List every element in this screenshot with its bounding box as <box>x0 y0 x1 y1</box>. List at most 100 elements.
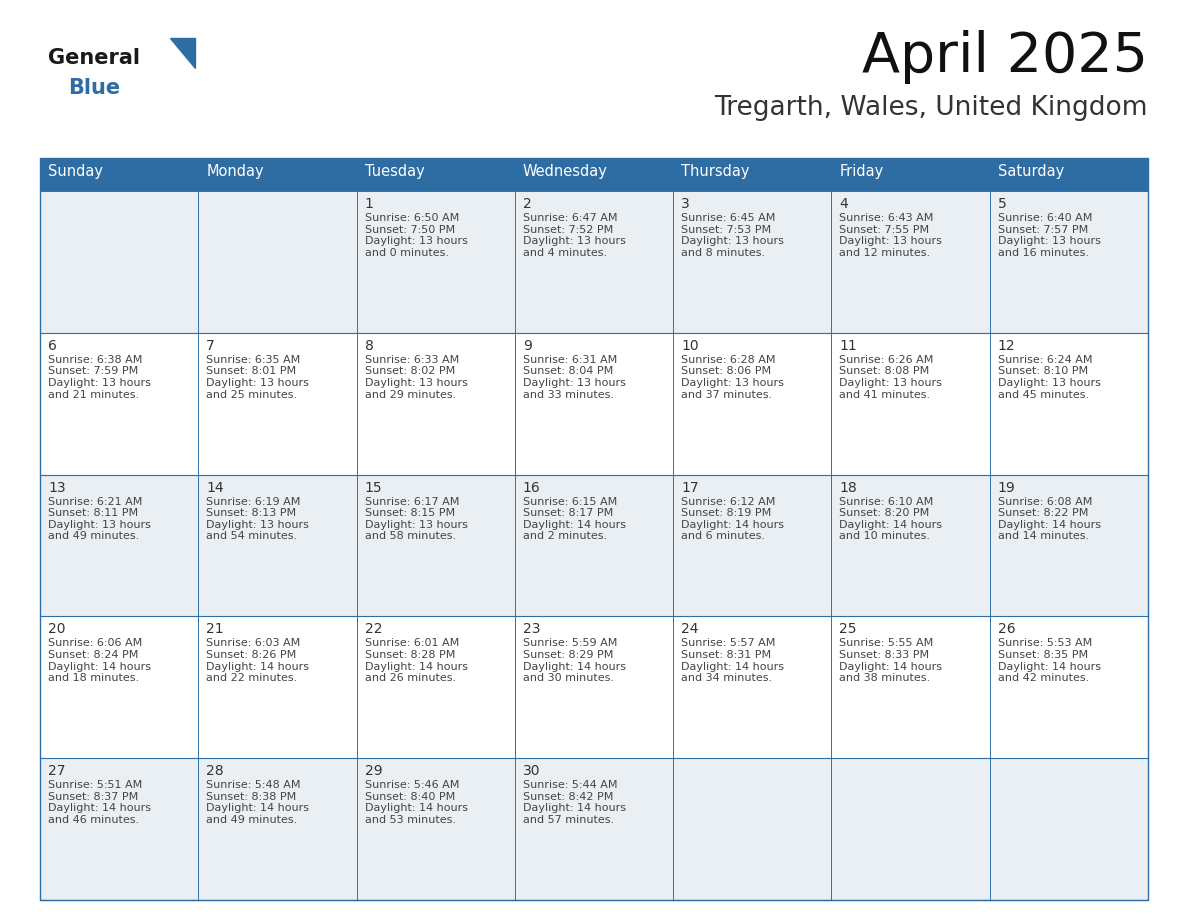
Bar <box>198 158 356 191</box>
Text: 14: 14 <box>207 481 223 495</box>
Text: April 2025: April 2025 <box>862 30 1148 84</box>
Bar <box>832 616 990 758</box>
Text: 4: 4 <box>840 197 848 211</box>
Text: 5: 5 <box>998 197 1006 211</box>
Bar <box>832 191 990 333</box>
Bar <box>356 191 514 333</box>
Text: Sunrise: 6:17 AM
Sunset: 8:15 PM
Daylight: 13 hours
and 58 minutes.: Sunrise: 6:17 AM Sunset: 8:15 PM Dayligh… <box>365 497 467 542</box>
Text: 11: 11 <box>840 339 858 353</box>
Bar <box>40 158 1148 900</box>
Bar <box>832 758 990 900</box>
Text: Sunrise: 6:26 AM
Sunset: 8:08 PM
Daylight: 13 hours
and 41 minutes.: Sunrise: 6:26 AM Sunset: 8:08 PM Dayligh… <box>840 354 942 399</box>
Text: 7: 7 <box>207 339 215 353</box>
Bar <box>198 758 356 900</box>
Text: Sunrise: 5:44 AM
Sunset: 8:42 PM
Daylight: 14 hours
and 57 minutes.: Sunrise: 5:44 AM Sunset: 8:42 PM Dayligh… <box>523 780 626 825</box>
Text: 12: 12 <box>998 339 1016 353</box>
Text: Sunrise: 5:55 AM
Sunset: 8:33 PM
Daylight: 14 hours
and 38 minutes.: Sunrise: 5:55 AM Sunset: 8:33 PM Dayligh… <box>840 638 942 683</box>
Text: 16: 16 <box>523 481 541 495</box>
Text: Sunrise: 5:59 AM
Sunset: 8:29 PM
Daylight: 14 hours
and 30 minutes.: Sunrise: 5:59 AM Sunset: 8:29 PM Dayligh… <box>523 638 626 683</box>
Text: Sunrise: 6:50 AM
Sunset: 7:50 PM
Daylight: 13 hours
and 0 minutes.: Sunrise: 6:50 AM Sunset: 7:50 PM Dayligh… <box>365 213 467 258</box>
Text: 21: 21 <box>207 622 223 636</box>
Text: Sunrise: 6:03 AM
Sunset: 8:26 PM
Daylight: 14 hours
and 22 minutes.: Sunrise: 6:03 AM Sunset: 8:26 PM Dayligh… <box>207 638 309 683</box>
Text: Sunrise: 6:01 AM
Sunset: 8:28 PM
Daylight: 14 hours
and 26 minutes.: Sunrise: 6:01 AM Sunset: 8:28 PM Dayligh… <box>365 638 468 683</box>
Bar <box>356 616 514 758</box>
Text: Sunrise: 6:43 AM
Sunset: 7:55 PM
Daylight: 13 hours
and 12 minutes.: Sunrise: 6:43 AM Sunset: 7:55 PM Dayligh… <box>840 213 942 258</box>
Text: Sunrise: 6:10 AM
Sunset: 8:20 PM
Daylight: 14 hours
and 10 minutes.: Sunrise: 6:10 AM Sunset: 8:20 PM Dayligh… <box>840 497 942 542</box>
Text: 22: 22 <box>365 622 383 636</box>
Bar <box>674 333 832 475</box>
Bar <box>990 333 1148 475</box>
Text: 8: 8 <box>365 339 373 353</box>
Text: Sunrise: 6:35 AM
Sunset: 8:01 PM
Daylight: 13 hours
and 25 minutes.: Sunrise: 6:35 AM Sunset: 8:01 PM Dayligh… <box>207 354 309 399</box>
Text: 2: 2 <box>523 197 531 211</box>
Bar <box>990 158 1148 191</box>
Text: Sunrise: 5:53 AM
Sunset: 8:35 PM
Daylight: 14 hours
and 42 minutes.: Sunrise: 5:53 AM Sunset: 8:35 PM Dayligh… <box>998 638 1101 683</box>
Text: Sunrise: 6:24 AM
Sunset: 8:10 PM
Daylight: 13 hours
and 45 minutes.: Sunrise: 6:24 AM Sunset: 8:10 PM Dayligh… <box>998 354 1100 399</box>
Text: 24: 24 <box>681 622 699 636</box>
Text: Sunrise: 5:51 AM
Sunset: 8:37 PM
Daylight: 14 hours
and 46 minutes.: Sunrise: 5:51 AM Sunset: 8:37 PM Dayligh… <box>48 780 151 825</box>
Bar <box>514 616 674 758</box>
Bar <box>198 616 356 758</box>
Text: 1: 1 <box>365 197 373 211</box>
Polygon shape <box>170 38 195 68</box>
Text: Saturday: Saturday <box>998 164 1064 179</box>
Bar <box>674 191 832 333</box>
Bar <box>198 475 356 616</box>
Text: 19: 19 <box>998 481 1016 495</box>
Bar <box>832 333 990 475</box>
Text: 10: 10 <box>681 339 699 353</box>
Text: Sunrise: 6:19 AM
Sunset: 8:13 PM
Daylight: 13 hours
and 54 minutes.: Sunrise: 6:19 AM Sunset: 8:13 PM Dayligh… <box>207 497 309 542</box>
Bar <box>40 333 198 475</box>
Text: 13: 13 <box>48 481 65 495</box>
Text: 18: 18 <box>840 481 858 495</box>
Text: Sunrise: 6:12 AM
Sunset: 8:19 PM
Daylight: 14 hours
and 6 minutes.: Sunrise: 6:12 AM Sunset: 8:19 PM Dayligh… <box>681 497 784 542</box>
Text: Friday: Friday <box>840 164 884 179</box>
Bar <box>990 475 1148 616</box>
Bar <box>674 758 832 900</box>
Text: Sunrise: 6:47 AM
Sunset: 7:52 PM
Daylight: 13 hours
and 4 minutes.: Sunrise: 6:47 AM Sunset: 7:52 PM Dayligh… <box>523 213 626 258</box>
Text: 23: 23 <box>523 622 541 636</box>
Bar <box>990 758 1148 900</box>
Bar <box>514 475 674 616</box>
Bar <box>40 158 198 191</box>
Text: General: General <box>48 48 140 68</box>
Bar <box>198 191 356 333</box>
Text: 30: 30 <box>523 764 541 778</box>
Text: Tregarth, Wales, United Kingdom: Tregarth, Wales, United Kingdom <box>714 95 1148 121</box>
Text: Sunrise: 6:28 AM
Sunset: 8:06 PM
Daylight: 13 hours
and 37 minutes.: Sunrise: 6:28 AM Sunset: 8:06 PM Dayligh… <box>681 354 784 399</box>
Text: 27: 27 <box>48 764 65 778</box>
Bar <box>356 333 514 475</box>
Text: Sunrise: 5:48 AM
Sunset: 8:38 PM
Daylight: 14 hours
and 49 minutes.: Sunrise: 5:48 AM Sunset: 8:38 PM Dayligh… <box>207 780 309 825</box>
Text: 28: 28 <box>207 764 223 778</box>
Bar <box>832 158 990 191</box>
Bar <box>356 158 514 191</box>
Bar <box>40 475 198 616</box>
Bar <box>514 191 674 333</box>
Bar <box>40 758 198 900</box>
Text: Sunrise: 6:38 AM
Sunset: 7:59 PM
Daylight: 13 hours
and 21 minutes.: Sunrise: 6:38 AM Sunset: 7:59 PM Dayligh… <box>48 354 151 399</box>
Bar <box>674 158 832 191</box>
Bar <box>356 758 514 900</box>
Text: 29: 29 <box>365 764 383 778</box>
Text: Sunrise: 6:45 AM
Sunset: 7:53 PM
Daylight: 13 hours
and 8 minutes.: Sunrise: 6:45 AM Sunset: 7:53 PM Dayligh… <box>681 213 784 258</box>
Text: Sunday: Sunday <box>48 164 103 179</box>
Text: Wednesday: Wednesday <box>523 164 608 179</box>
Text: Sunrise: 6:31 AM
Sunset: 8:04 PM
Daylight: 13 hours
and 33 minutes.: Sunrise: 6:31 AM Sunset: 8:04 PM Dayligh… <box>523 354 626 399</box>
Text: Thursday: Thursday <box>681 164 750 179</box>
Text: Tuesday: Tuesday <box>365 164 424 179</box>
Text: Blue: Blue <box>68 78 120 98</box>
Text: 15: 15 <box>365 481 383 495</box>
Text: Sunrise: 6:40 AM
Sunset: 7:57 PM
Daylight: 13 hours
and 16 minutes.: Sunrise: 6:40 AM Sunset: 7:57 PM Dayligh… <box>998 213 1100 258</box>
Text: 26: 26 <box>998 622 1016 636</box>
Text: 17: 17 <box>681 481 699 495</box>
Text: Sunrise: 6:21 AM
Sunset: 8:11 PM
Daylight: 13 hours
and 49 minutes.: Sunrise: 6:21 AM Sunset: 8:11 PM Dayligh… <box>48 497 151 542</box>
Bar <box>40 191 198 333</box>
Bar <box>40 616 198 758</box>
Text: 6: 6 <box>48 339 57 353</box>
Bar <box>514 333 674 475</box>
Bar <box>674 616 832 758</box>
Text: Sunrise: 5:46 AM
Sunset: 8:40 PM
Daylight: 14 hours
and 53 minutes.: Sunrise: 5:46 AM Sunset: 8:40 PM Dayligh… <box>365 780 468 825</box>
Bar <box>514 758 674 900</box>
Text: 20: 20 <box>48 622 65 636</box>
Bar <box>990 191 1148 333</box>
